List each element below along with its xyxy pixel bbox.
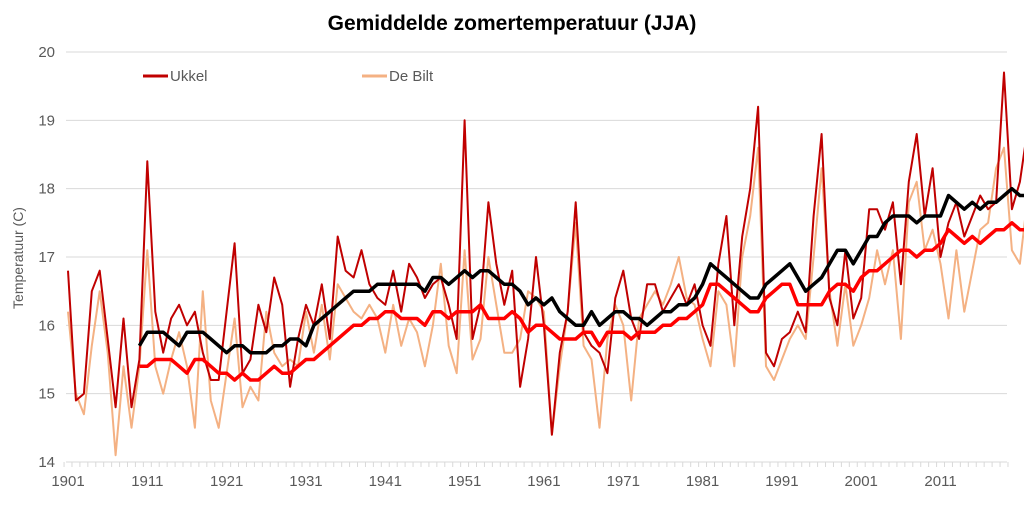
series-line-ukkel (67, 71, 1024, 436)
x-tick-label: 1971 (607, 473, 640, 490)
legend: Ukkel De Bilt (143, 68, 434, 85)
x-tick-label: 1941 (369, 473, 402, 490)
series-line-ukkel-10-jarig-gemiddelde (137, 186, 1024, 355)
y-tick-label: 18 (38, 181, 55, 198)
legend-label-de-bilt: De Bilt (389, 68, 434, 85)
chart-title: Gemiddelde zomertemperatuur (JJA) (328, 12, 697, 35)
y-tick-label: 17 (38, 249, 55, 266)
y-tick-label: 20 (38, 44, 55, 61)
x-tick-label: 2011 (924, 473, 956, 490)
series-line-de-bilt (67, 146, 1024, 457)
x-tick-label: 1951 (448, 473, 481, 490)
x-tick-label: 1961 (527, 473, 560, 490)
x-tick-label: 1981 (686, 473, 719, 490)
x-tick-label: 2001 (845, 473, 878, 490)
x-axis-tick-labels: 1901 1911 1921 1931 1941 1951 1961 1971 1981 1991… (51, 473, 956, 490)
series-line-de-bilt-10-jarig-gemiddelde (139, 221, 1024, 382)
x-tick-label: 1901 (51, 473, 84, 490)
y-axis-label: Temperatuur (C) (10, 207, 26, 309)
series-lines (67, 71, 1024, 457)
y-tick-label: 19 (38, 112, 55, 129)
x-tick-label: 1921 (210, 473, 243, 490)
y-axis-tick-labels: 14 15 16 17 18 19 20 (38, 44, 55, 471)
y-tick-label: 14 (38, 454, 55, 471)
y-tick-label: 16 (38, 317, 55, 334)
legend-label-ukkel: Ukkel (170, 68, 208, 85)
x-tick-label: 1931 (289, 473, 322, 490)
x-tick-label: 1911 (131, 473, 163, 490)
x-axis (63, 461, 1009, 467)
y-tick-label: 15 (38, 386, 55, 403)
x-tick-label: 1991 (765, 473, 798, 490)
